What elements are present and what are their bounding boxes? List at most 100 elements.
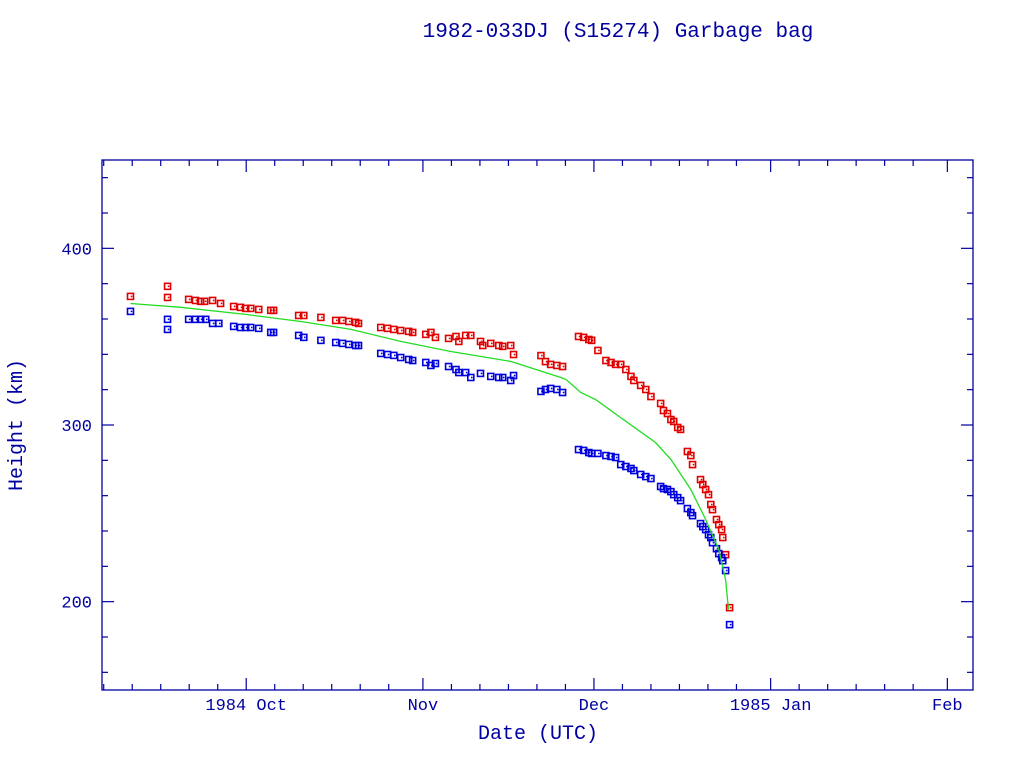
perigee-point-dot — [435, 362, 438, 365]
perigee-point-dot — [355, 344, 358, 347]
perigee-point — [196, 315, 205, 324]
perigee-point — [396, 353, 405, 362]
perigee-point-dot — [634, 469, 636, 472]
apogee-point — [509, 350, 518, 359]
apogee-point — [200, 297, 209, 306]
perigee-point-dot — [502, 376, 505, 379]
apogee-point-dot — [550, 363, 553, 366]
apogee-point-dot — [471, 334, 473, 337]
apogee-point — [421, 330, 430, 339]
perigee-point — [184, 315, 193, 324]
apogee-point-dot — [710, 503, 713, 506]
y-tick-label: 400 — [61, 241, 92, 260]
perigee-point-dot — [200, 318, 203, 321]
apogee-point-dot — [692, 463, 695, 466]
perigee-point — [208, 319, 217, 328]
apogee-point-dot — [204, 300, 207, 303]
apogee-point-dot — [335, 319, 338, 322]
apogee-point-dot — [448, 337, 451, 340]
perigee-point — [509, 371, 518, 380]
perigee-point-dot — [167, 328, 170, 331]
apogee-point — [317, 313, 325, 322]
apogee-point — [558, 362, 567, 371]
apogee-point — [163, 293, 172, 302]
perigee-point — [427, 361, 435, 370]
perigee-point-dot — [598, 452, 600, 455]
perigee-point — [494, 373, 503, 382]
perigee-point-dot — [589, 451, 591, 454]
apogee-point-dot — [387, 327, 390, 330]
perigee-point-dot — [258, 327, 261, 330]
apogee-point-dot — [130, 295, 133, 298]
apogee-point-dot — [349, 320, 351, 323]
perigee-point-dot — [716, 547, 719, 550]
perigee-point-dot — [250, 326, 253, 329]
apogee-point — [404, 327, 413, 336]
perigee-point-dot — [722, 559, 725, 562]
apogee-point-dot — [425, 333, 428, 336]
apogee-point-dot — [400, 329, 403, 332]
perigee-point-dot — [188, 318, 191, 321]
perigee-point — [718, 556, 727, 565]
perigee-point-dot — [631, 467, 633, 470]
apogee-point — [396, 326, 405, 335]
y-tick-label: 300 — [61, 418, 92, 437]
perigee-point — [676, 496, 685, 505]
perigee-point — [299, 333, 308, 342]
apogee-point-dot — [273, 309, 276, 312]
perigee-point-dot — [219, 322, 221, 325]
perigee-point — [241, 323, 250, 332]
x-tick-label: 1984 Oct — [205, 697, 287, 716]
apogee-point-dot — [687, 450, 690, 453]
apogee-point-dot — [240, 306, 243, 309]
apogee-point — [254, 305, 263, 314]
mean-line — [130, 302, 730, 610]
perigee-point — [317, 336, 325, 345]
perigee-point-dot — [692, 514, 695, 517]
apogee-point-dot — [431, 331, 433, 334]
apogee-point-dot — [631, 375, 633, 378]
apogee-point — [594, 346, 602, 355]
apogee-point-dot — [640, 384, 643, 387]
perigee-point — [236, 323, 245, 332]
apogee-point-dot — [626, 368, 628, 371]
axis-ticks — [102, 160, 973, 690]
apogee-point — [647, 392, 655, 401]
perigee-point-dot — [321, 339, 323, 342]
apogee-point-dot — [598, 349, 600, 352]
apogee-point — [383, 324, 392, 333]
apogee-point-dot — [671, 418, 673, 421]
apogee-point — [656, 399, 665, 408]
apogee-point-dot — [490, 342, 493, 345]
perigee-point-dot — [245, 326, 248, 329]
perigee-point-dot — [349, 343, 351, 346]
perigee-point-dot — [710, 536, 713, 539]
perigee-point — [602, 451, 610, 460]
apogee-point-dot — [705, 488, 708, 491]
apogee-point-dot — [667, 412, 670, 415]
apogee-point-dot — [703, 483, 705, 486]
apogee-point — [676, 425, 685, 434]
apogee-point-dot — [258, 308, 261, 311]
apogee-point-dot — [578, 335, 581, 338]
perigee-point — [636, 470, 645, 479]
apogee-point-dot — [721, 528, 724, 531]
apogee-point — [331, 316, 340, 325]
perigee-point — [444, 362, 453, 371]
apogee-point-dot — [358, 322, 361, 325]
perigee-point — [647, 474, 655, 483]
apogee-point-dot — [677, 426, 680, 429]
y-axis-label: Height (km) — [6, 359, 29, 491]
apogee-point-dot — [562, 365, 565, 368]
perigee-point — [191, 315, 200, 324]
apogee-point — [216, 299, 225, 308]
perigee-point — [338, 339, 347, 348]
apogee-point — [704, 490, 713, 499]
perigee-point — [467, 373, 475, 382]
perigee-point-dot — [233, 325, 236, 328]
apogee-point — [579, 333, 588, 342]
apogee-point-dot — [718, 523, 721, 526]
apogee-point-dot — [342, 319, 345, 322]
x-tick-label: Nov — [408, 697, 439, 716]
perigee-point — [461, 368, 470, 377]
